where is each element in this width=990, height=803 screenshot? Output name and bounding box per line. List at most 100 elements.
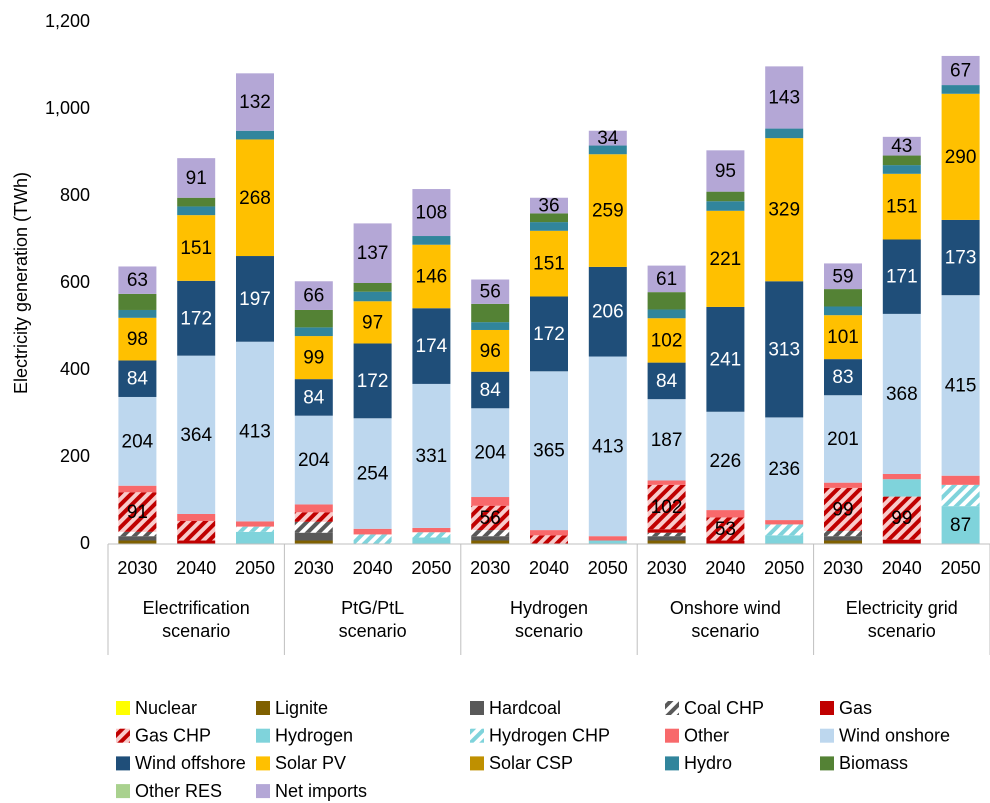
- bar-segment: [353, 301, 392, 344]
- data-label: 102: [651, 330, 683, 351]
- legend-swatch: [665, 701, 679, 715]
- bar-segment: [706, 150, 745, 192]
- bar-segment: [765, 524, 804, 536]
- bar-segment: [824, 487, 862, 531]
- bar-segment: [647, 529, 686, 533]
- x-tick-label: 2040: [705, 558, 745, 578]
- legend-swatch: [256, 784, 270, 799]
- bar-segment: [353, 534, 392, 544]
- bar-segment: [647, 536, 686, 541]
- data-label: 98: [127, 329, 148, 350]
- group-label-box: Hydrogen scenario: [510, 598, 588, 641]
- group-label: Electricity grid scenario: [845, 598, 958, 641]
- data-label: 96: [480, 341, 501, 362]
- bar-segment: [647, 362, 686, 400]
- y-tick-label: 800: [60, 185, 90, 205]
- data-label: 236: [768, 459, 800, 480]
- data-label: 36: [538, 196, 559, 217]
- bar-segment: [412, 383, 451, 528]
- bar-segment: [882, 479, 921, 497]
- data-label: 413: [592, 436, 624, 457]
- legend-swatch: [820, 728, 834, 743]
- bar-segment: [765, 128, 804, 139]
- bar-segment: [765, 520, 804, 525]
- bar-segment: [882, 136, 921, 156]
- bar-segment: [471, 530, 510, 537]
- group-label-box: Electricity grid scenario: [845, 598, 958, 641]
- bar-segment: [412, 532, 451, 538]
- group-label: Electrification scenario: [142, 598, 250, 641]
- bar-segment: [353, 343, 392, 419]
- bar-segment: [412, 189, 451, 237]
- bar-segment: [647, 265, 686, 293]
- bar-segment: [236, 531, 274, 544]
- legend-swatch: [820, 701, 834, 715]
- bar-segment: [294, 379, 333, 416]
- data-label: 53: [715, 519, 736, 540]
- data-label: 173: [945, 248, 977, 269]
- legend-swatch: [470, 728, 484, 743]
- data-label: 84: [656, 371, 678, 392]
- legend-swatch: [116, 728, 130, 743]
- bar-segment: [647, 318, 686, 363]
- data-label: 368: [886, 384, 918, 405]
- bar-segment: [824, 306, 862, 316]
- data-label: 331: [416, 446, 448, 467]
- legend-swatch: [665, 756, 679, 771]
- bar-segment: [941, 219, 980, 296]
- bar-segment: [765, 417, 804, 521]
- bar-segment: [177, 540, 216, 544]
- bar-segment: [647, 399, 686, 481]
- legend-label: Solar PV: [275, 753, 346, 773]
- bar-segment: [177, 355, 216, 514]
- y-tick-label: 1,000: [45, 98, 90, 118]
- bar-segment: [530, 197, 568, 214]
- bar-segment: [118, 317, 157, 361]
- data-label: 413: [239, 422, 271, 443]
- y-tick-label: 200: [60, 446, 90, 466]
- bar-segment: [236, 130, 274, 140]
- bar-segment: [353, 283, 392, 292]
- bar-segment: [353, 291, 392, 302]
- group-label-box: PtG/PtL scenario: [339, 598, 407, 641]
- legend-label: Nuclear: [135, 698, 197, 718]
- bar-segment: [471, 371, 510, 409]
- bar-segment: [941, 55, 980, 86]
- bar-segment: [765, 66, 804, 129]
- bar-segment: [706, 510, 745, 518]
- bar-segment: [824, 482, 862, 488]
- bar-segment: [588, 540, 627, 544]
- data-label: 204: [474, 443, 506, 464]
- bar-segment: [588, 154, 627, 267]
- bar-segment: [530, 213, 568, 223]
- bar-segment: [765, 535, 804, 544]
- legend-label: Biomass: [839, 753, 908, 773]
- bar-segment: [882, 473, 921, 480]
- bar-segment: [706, 210, 745, 307]
- y-axis-label: Electricity generation (TWh): [11, 172, 31, 394]
- bar-segment: [118, 293, 157, 310]
- bar-segment: [412, 537, 451, 544]
- legend-label: Solar CSP: [489, 753, 573, 773]
- bar-segment: [294, 540, 333, 544]
- bar-segment: [294, 415, 333, 505]
- legend-label: Other: [684, 725, 729, 745]
- bar-segment: [530, 371, 568, 531]
- data-label: 132: [239, 92, 271, 113]
- data-label: 63: [127, 270, 148, 291]
- data-label: 197: [239, 289, 271, 310]
- data-label: 99: [832, 499, 853, 520]
- legend-swatch: [256, 701, 270, 715]
- data-label: 67: [950, 61, 971, 82]
- bar-segment: [118, 396, 157, 486]
- bar-segment: [824, 530, 862, 537]
- data-label: 87: [950, 515, 971, 536]
- legend-label: Wind onshore: [839, 725, 950, 745]
- bar-segment: [294, 512, 333, 522]
- bar-segment: [294, 336, 333, 380]
- bar-segment: [882, 155, 921, 166]
- legend-swatch: [470, 756, 484, 771]
- bar-segment: [941, 506, 980, 544]
- legend-swatch: [665, 728, 679, 743]
- x-tick-label: 2030: [294, 558, 334, 578]
